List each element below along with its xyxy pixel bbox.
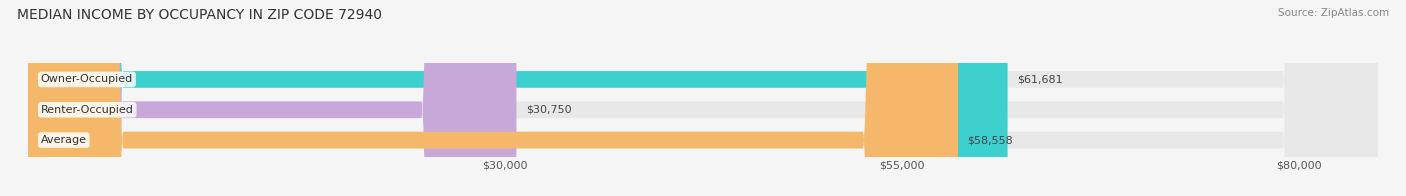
Text: $58,558: $58,558 bbox=[967, 135, 1014, 145]
FancyBboxPatch shape bbox=[28, 0, 1378, 196]
Text: $30,750: $30,750 bbox=[526, 105, 572, 115]
FancyBboxPatch shape bbox=[28, 0, 1008, 196]
Text: MEDIAN INCOME BY OCCUPANCY IN ZIP CODE 72940: MEDIAN INCOME BY OCCUPANCY IN ZIP CODE 7… bbox=[17, 8, 382, 22]
FancyBboxPatch shape bbox=[28, 0, 1378, 196]
Text: Average: Average bbox=[41, 135, 87, 145]
FancyBboxPatch shape bbox=[28, 0, 957, 196]
Text: Renter-Occupied: Renter-Occupied bbox=[41, 105, 134, 115]
Text: $61,681: $61,681 bbox=[1017, 74, 1063, 84]
FancyBboxPatch shape bbox=[28, 0, 516, 196]
Text: Source: ZipAtlas.com: Source: ZipAtlas.com bbox=[1278, 8, 1389, 18]
FancyBboxPatch shape bbox=[28, 0, 1378, 196]
Text: Owner-Occupied: Owner-Occupied bbox=[41, 74, 134, 84]
